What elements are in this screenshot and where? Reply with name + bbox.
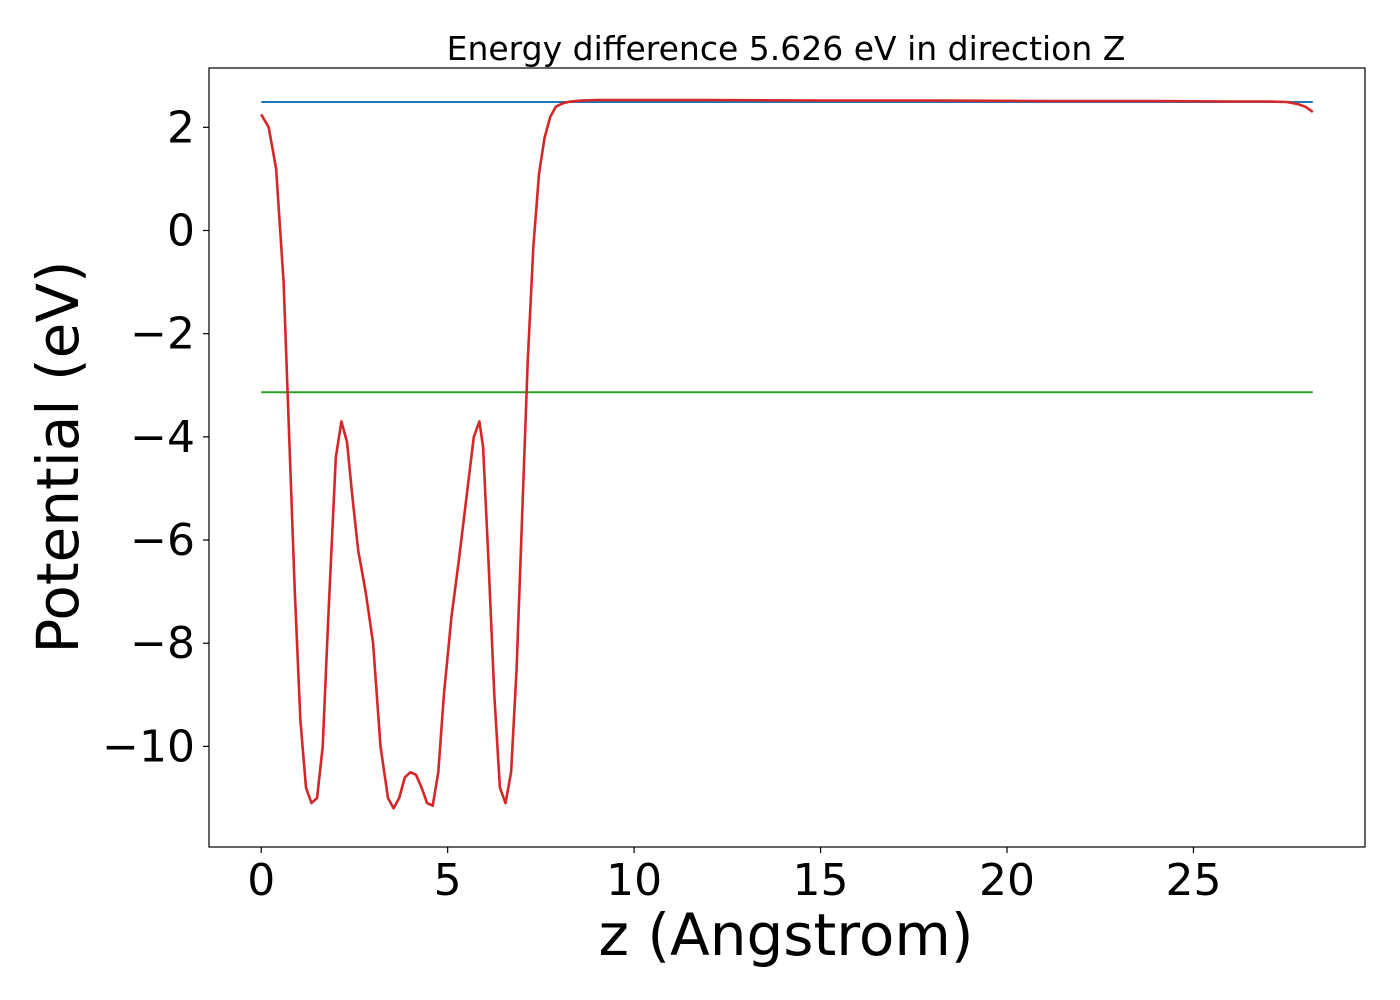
y-tick-label: −10 [102, 721, 195, 772]
y-tick-label: −8 [130, 618, 195, 669]
x-axis-ticks: 0 5 10 15 20 25 [247, 847, 1221, 906]
y-axis-label: Potential (eV) [24, 260, 92, 653]
plot-series [260, 98, 1314, 810]
plot-frame [208, 67, 1366, 848]
x-tick-label: 20 [979, 855, 1035, 906]
x-tick-label: 10 [606, 855, 662, 906]
x-tick-label: 15 [793, 855, 849, 906]
x-tick-label: 0 [247, 855, 275, 906]
potential-line [260, 98, 1314, 810]
y-tick-label: −4 [130, 412, 195, 463]
y-tick-label: −2 [130, 309, 195, 360]
y-tick-label: 0 [167, 206, 195, 257]
x-tick-label: 5 [434, 855, 462, 906]
chart-title: Energy difference 5.626 eV in direction … [447, 29, 1126, 68]
x-axis-label: z (Angstrom) [599, 901, 974, 969]
y-axis-ticks: 2 0 −2 −4 −6 −8 −10 [102, 102, 209, 772]
y-tick-label: −6 [130, 515, 195, 566]
y-tick-label: 2 [167, 102, 195, 153]
x-tick-label: 25 [1165, 855, 1221, 906]
